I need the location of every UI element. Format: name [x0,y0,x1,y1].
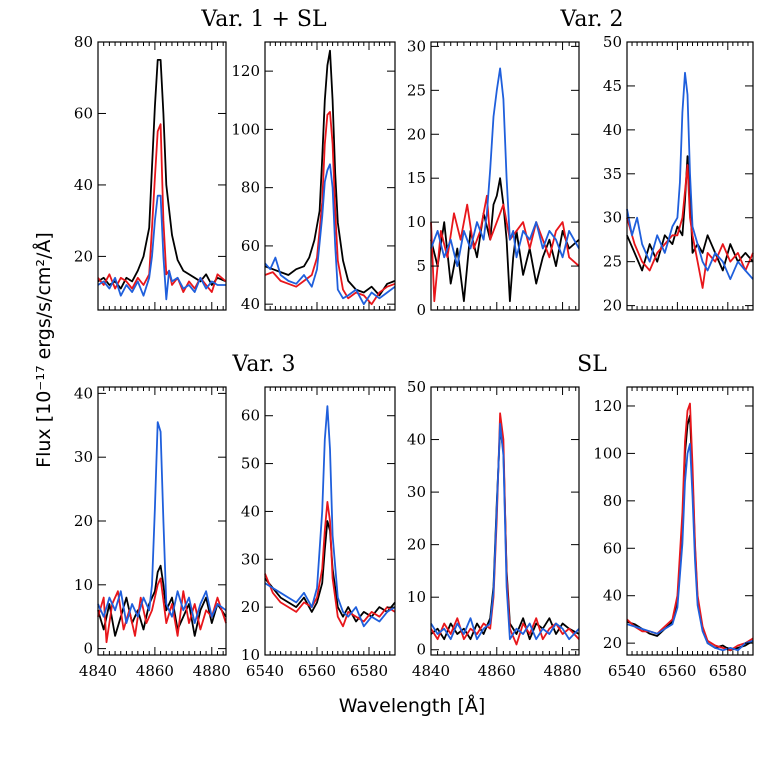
y-tick-label: 15 [407,169,426,187]
panel-group-title: SL [577,352,607,377]
x-tick-label: 6580 [709,662,747,680]
panel-frame [97,386,227,656]
panel-frame [97,41,227,311]
panel-7: 0 10 20 30 40 50 4840 4860 4880 SL [407,352,607,680]
y-tick-label: 10 [407,588,426,606]
panel-frame [264,41,396,311]
y-tick-label: 20 [241,598,260,616]
y-tick-label: 35 [603,165,622,183]
series-line-2 [430,412,580,646]
series-line-2 [626,402,754,652]
y-tick-label: 50 [603,33,622,51]
y-tick-label: 20 [407,536,426,554]
series-line-1 [264,520,396,623]
panel-1: 20 40 60 80 Var. 1 + SL [74,7,327,311]
y-tick-label: 50 [241,455,260,473]
y-tick-label: 10 [74,576,93,594]
y-tick-label: 80 [74,33,93,51]
x-tick-label: 6540 [608,662,646,680]
y-tick-label: 40 [241,502,260,520]
x-axis-title: Wavelength [Å] [339,694,486,717]
y-tick-label: 20 [603,634,622,652]
y-tick-label: 10 [241,646,260,664]
series-line-2 [430,194,580,303]
series-line-2 [626,164,754,289]
y-tick-label: 40 [241,295,260,313]
x-tick-label: 4860 [136,662,174,680]
x-tick-label: 6540 [246,662,284,680]
panel-5: 0 10 20 30 40 4840 4860 4880 Var. 3 [74,352,296,680]
y-tick-label: 30 [603,209,622,227]
series-line-3 [430,422,580,641]
series-line-3 [626,442,754,652]
y-tick-label: 30 [241,550,260,568]
y-tick-label: 30 [407,37,426,55]
series-line-2 [264,111,396,306]
x-tick-label: 6580 [350,662,388,680]
x-tick-label: 4840 [79,662,117,680]
panel-4: 20 25 30 35 40 45 50 [603,33,754,315]
y-tick-label: 0 [83,640,93,658]
y-tick-label: 20 [603,297,622,315]
panel-6: 10 20 30 40 50 60 6540 6560 6580 [241,386,396,680]
y-axis-title: Flux [10⁻¹⁷ ergs/s/cm²/Å] [32,232,55,468]
series-line-3 [626,71,754,281]
y-tick-label: 40 [407,431,426,449]
y-tick-label: 60 [241,237,260,255]
y-tick-label: 100 [231,120,260,138]
y-tick-label: 25 [407,81,426,99]
series-line-3 [264,163,396,306]
panel-3: 0 5 10 15 20 25 30 Var. 2 [407,7,624,319]
y-tick-label: 60 [241,407,260,425]
y-tick-label: 120 [593,397,622,415]
y-tick-label: 5 [416,257,426,275]
y-tick-label: 60 [603,539,622,557]
x-tick-label: 4880 [193,662,231,680]
series-line-3 [430,67,580,268]
x-tick-label: 6560 [298,662,336,680]
y-tick-label: 0 [416,641,426,659]
series-line-1 [264,49,396,297]
panel-frame [264,386,396,656]
y-tick-label: 120 [231,62,260,80]
y-tick-label: 20 [407,125,426,143]
series-line-2 [264,500,396,628]
x-tick-label: 6560 [658,662,696,680]
y-tick-label: 60 [74,104,93,122]
series-line-2 [97,577,227,644]
y-tick-label: 100 [593,444,622,462]
y-tick-label: 25 [603,253,622,271]
panel-frame [626,41,754,311]
y-tick-label: 20 [74,512,93,530]
panel-2: 40 60 80 100 120 [231,41,396,313]
x-tick-label: 4860 [478,662,516,680]
series-line-3 [97,421,227,624]
panel-group-title: Var. 2 [559,7,623,32]
y-tick-label: 40 [603,121,622,139]
y-tick-label: 20 [74,247,93,265]
y-tick-label: 40 [74,176,93,194]
y-tick-label: 10 [407,213,426,231]
series-line-3 [264,405,396,628]
panel-frame [430,386,580,656]
y-tick-label: 80 [603,492,622,510]
y-tick-label: 50 [407,378,426,396]
y-tick-label: 40 [603,587,622,605]
y-tick-label: 40 [74,384,93,402]
panel-group-title: Var. 3 [231,352,295,377]
y-tick-label: 30 [74,448,93,466]
y-tick-label: 0 [416,301,426,319]
panel-frame [626,386,754,656]
x-tick-label: 4880 [543,662,581,680]
y-tick-label: 30 [407,483,426,501]
y-tick-label: 80 [241,179,260,197]
panel-frame [430,41,580,311]
y-tick-label: 45 [603,77,622,95]
x-tick-label: 4840 [412,662,450,680]
panel-group-title: Var. 1 + SL [200,7,327,32]
series-line-3 [97,194,226,301]
panel-8: 20 40 60 80 100 120 6540 6560 6580 [593,386,754,680]
